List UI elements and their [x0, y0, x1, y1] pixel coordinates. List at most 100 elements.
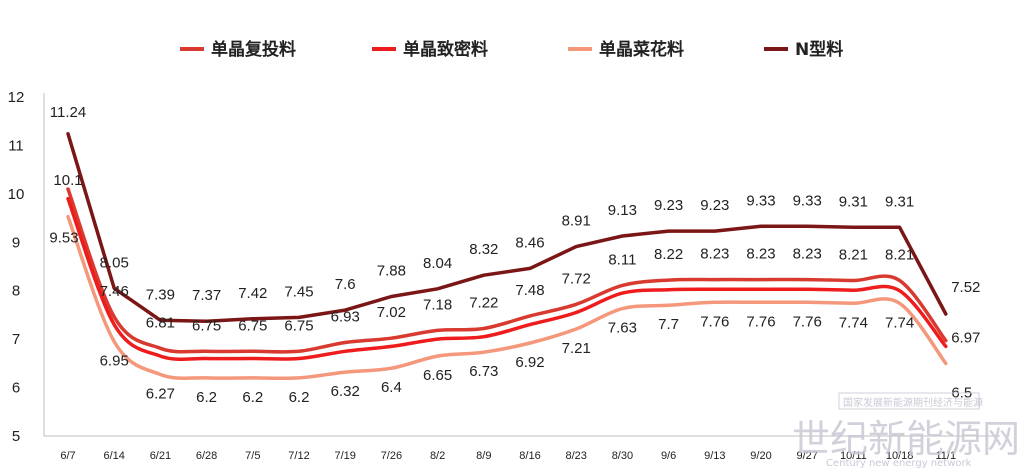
- watermark: 国家发展新能源期刊经济与能源 世纪新能源网 Century new energy…: [792, 392, 1020, 469]
- data-label: 8.32: [469, 241, 498, 258]
- y-tick-label: 8: [12, 283, 20, 300]
- legend-label: 单晶菜花料: [599, 39, 684, 60]
- data-label: 6.97: [951, 330, 980, 347]
- data-label: 7.74: [839, 314, 868, 331]
- data-label: 9.23: [700, 197, 729, 214]
- x-tick-label: 7/26: [381, 450, 402, 462]
- data-label: 8.23: [700, 246, 729, 263]
- x-tick-label: 10/18: [886, 450, 914, 462]
- x-tick-label: 8/16: [519, 450, 540, 462]
- data-label: 7.45: [284, 283, 313, 300]
- data-label: 6.75: [284, 317, 313, 334]
- x-tick-label: 8/23: [565, 450, 586, 462]
- data-label: 7.7: [658, 316, 679, 333]
- y-tick-label: 11: [8, 137, 24, 154]
- x-tick-label: 8/9: [476, 450, 491, 462]
- x-tick-label: 9/27: [796, 450, 817, 462]
- x-tick-label: 9/20: [750, 450, 771, 462]
- legend-label: N型料: [795, 39, 843, 60]
- data-label: 7.76: [793, 313, 822, 330]
- data-label: 8.91: [562, 213, 591, 230]
- data-label: 6.2: [242, 389, 263, 406]
- data-label: 8.23: [793, 246, 822, 263]
- watermark-small-box: [838, 392, 980, 410]
- y-tick-label: 7: [12, 331, 20, 348]
- y-tick-label: 5: [12, 428, 20, 445]
- x-tick-label: 7/5: [245, 450, 260, 462]
- data-label: 7.63: [608, 320, 637, 337]
- x-tick-label: 6/14: [103, 450, 124, 462]
- series-line: [66, 187, 948, 354]
- data-label: 9.53: [49, 230, 78, 247]
- data-label: 8.21: [885, 247, 914, 264]
- data-label: 7.48: [515, 282, 544, 299]
- data-label: 6.65: [423, 367, 452, 384]
- data-label: 8.04: [423, 255, 452, 272]
- y-tick-label: 12: [8, 89, 25, 106]
- chart-series-lines: [66, 132, 948, 381]
- x-tick-label: 9/6: [661, 450, 676, 462]
- series-line: [66, 214, 948, 381]
- data-label: 7.22: [469, 294, 498, 311]
- data-label: 8.05: [100, 254, 129, 271]
- data-label: 9.31: [839, 193, 868, 210]
- x-tick-label: 6/28: [196, 450, 217, 462]
- x-tick-label: 8/30: [612, 450, 633, 462]
- data-label: 8.21: [839, 247, 868, 264]
- data-label: 6.4: [381, 379, 402, 396]
- watermark-small-text: 国家发展新能源期刊经济与能源: [843, 396, 983, 409]
- x-tick-label: 10/11: [840, 450, 867, 462]
- data-label: 6.92: [515, 354, 544, 371]
- watermark-english-text: Century new energy network: [826, 458, 972, 469]
- data-label: 7.52: [951, 279, 980, 296]
- data-label: 9.23: [654, 197, 683, 214]
- data-label: 6.2: [196, 389, 217, 406]
- data-label: 7.46: [100, 283, 129, 300]
- x-tick-label: 9/13: [704, 450, 725, 462]
- x-tick-label: 7/12: [288, 450, 309, 462]
- data-label: 6.32: [331, 383, 360, 400]
- data-label: 7.88: [377, 263, 406, 280]
- legend-label: 单晶致密料: [403, 39, 488, 60]
- data-label: 6.95: [100, 353, 129, 370]
- y-tick-label: 9: [12, 234, 20, 251]
- data-label: 9.31: [885, 193, 914, 210]
- data-label: 7.74: [885, 314, 914, 331]
- data-label: 10.1: [53, 172, 82, 189]
- legend-label: 单晶复投料: [211, 39, 296, 60]
- data-label: 6.2: [289, 389, 310, 406]
- data-label: 8.22: [654, 246, 683, 263]
- chart-data-labels: 10.1 7.46 6.81 6.75 6.75 6.75 6.93 7.02 7.18 7.22…: [49, 104, 980, 406]
- y-tick-label: 10: [8, 186, 25, 203]
- data-label: 9.33: [793, 192, 822, 209]
- data-label: 7.39: [146, 286, 175, 303]
- data-label: 7.02: [377, 304, 406, 321]
- data-label: 7.18: [423, 296, 452, 313]
- data-label: 6.27: [146, 385, 175, 402]
- data-label: 7.76: [746, 313, 775, 330]
- data-label: 8.23: [746, 246, 775, 263]
- data-label: 8.46: [515, 234, 544, 251]
- data-label: 7.37: [192, 287, 221, 304]
- x-tick-label: 6/21: [150, 450, 171, 462]
- data-label: 6.73: [469, 363, 498, 380]
- data-label: 7.72: [562, 270, 591, 287]
- data-label: 6.81: [146, 314, 175, 331]
- data-label: 9.13: [608, 202, 637, 219]
- series-line: [66, 196, 948, 361]
- chart-legend: 单晶复投料 单晶致密料 单晶菜花料 N型料: [180, 39, 843, 60]
- data-label: 11.24: [50, 104, 86, 121]
- data-label: 9.33: [746, 192, 775, 209]
- data-label: 6.75: [192, 317, 221, 334]
- x-tick-label: 6/7: [60, 450, 75, 462]
- data-label: 7.76: [700, 313, 729, 330]
- data-label: 8.11: [608, 251, 636, 268]
- data-label: 6.75: [238, 317, 267, 334]
- watermark-large-text: 世纪新能源网: [792, 417, 1020, 461]
- x-tick-label: 7/19: [334, 450, 355, 462]
- data-label: 6.93: [331, 309, 360, 326]
- chart-axes: 5 6 7 8 9 10 11 12 6/7 6/14 6/21 6/28 7/5 7/12 7/19 7/2…: [8, 89, 1000, 462]
- series-line: [66, 132, 948, 323]
- y-tick-label: 6: [12, 380, 20, 397]
